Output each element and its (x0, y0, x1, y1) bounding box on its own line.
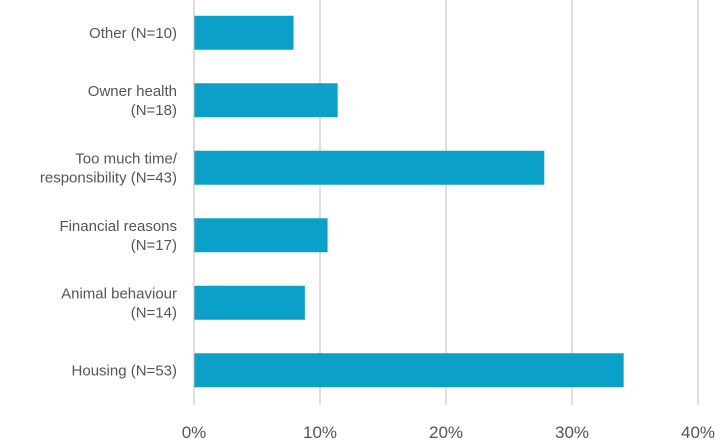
grid-layer (319, 0, 699, 405)
category-label: Financial reasons (59, 218, 177, 235)
x-tick-label: 40% (681, 423, 715, 442)
bar (194, 353, 624, 388)
x-tick-label: 0% (182, 423, 207, 442)
category-label: responsibility (N=43) (40, 169, 177, 186)
category-label: (N=14) (131, 304, 177, 321)
category-label: Other (N=10) (89, 25, 177, 42)
category-label: Animal behaviour (61, 285, 177, 302)
category-label: (N=18) (131, 102, 177, 119)
label-layer: 0% 10% 20% 30% 40% Other (N=10) Owner health (N… (40, 25, 715, 442)
bar (194, 285, 305, 320)
x-tick-label: 20% (429, 423, 463, 442)
bar (194, 83, 338, 118)
x-tick-label: 10% (303, 423, 337, 442)
bar (194, 150, 545, 185)
category-label: Housing (N=53) (72, 362, 177, 379)
x-tick-label: 30% (555, 423, 589, 442)
category-label: (N=17) (131, 237, 177, 254)
category-label: Too much time/ (75, 150, 178, 167)
category-label: Owner health (88, 83, 177, 100)
bar (194, 15, 294, 50)
bar (194, 218, 328, 253)
bar-layer (194, 15, 624, 388)
